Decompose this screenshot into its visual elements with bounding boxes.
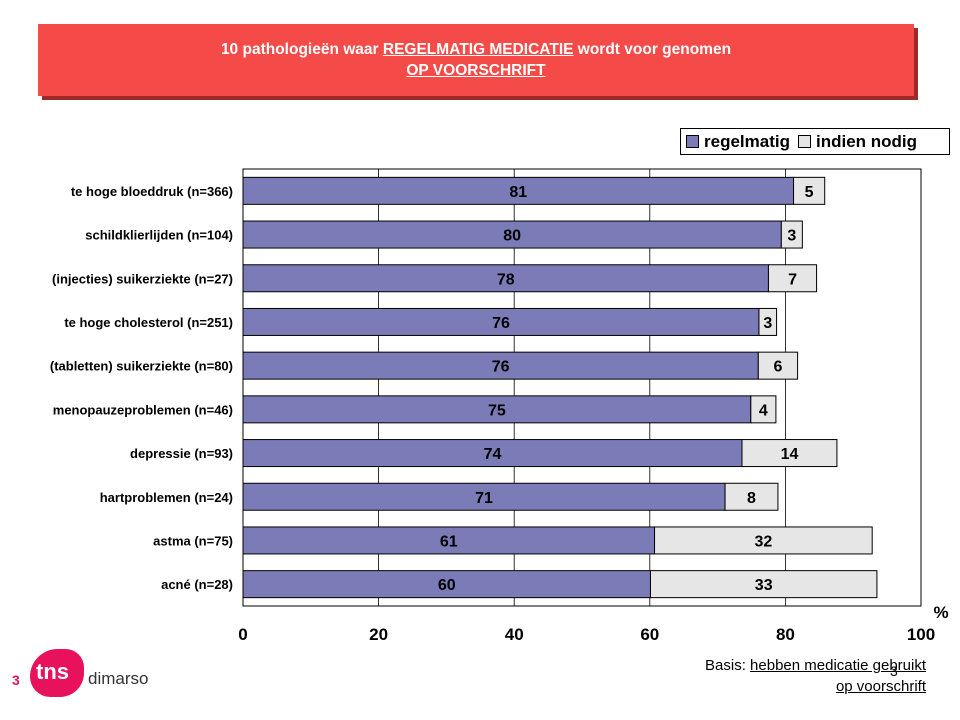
bar-indien-nodig-9 bbox=[649, 570, 878, 599]
tns-dimarso-logo: tns dimarso bbox=[26, 645, 156, 701]
x-tick-label-20: 20 bbox=[369, 625, 388, 644]
data-label-indien-nodig-8: 32 bbox=[754, 533, 772, 550]
bar-regelmatig-9 bbox=[242, 570, 651, 599]
title-text-1: 10 pathologieën waar bbox=[220, 41, 383, 58]
x-tick-label-80: 80 bbox=[776, 625, 795, 644]
title-banner: 10 pathologieën waar REGELMATIG MEDICATI… bbox=[38, 24, 914, 96]
basis-line-1: Basis: hebben medicatie gebruikt bbox=[705, 655, 926, 676]
bar-regelmatig-5 bbox=[242, 395, 752, 424]
legend-label-regelmatig: regelmatig bbox=[704, 131, 790, 151]
x-axis-unit: % bbox=[933, 603, 948, 622]
logo-tns-text: tns bbox=[36, 659, 69, 684]
bar-regelmatig-8 bbox=[242, 526, 656, 555]
category-label-6: depressie (n=93) bbox=[130, 446, 233, 461]
basis-text-1: hebben medicatie gebruikt bbox=[750, 657, 926, 674]
basis-note: Basis: hebben medicatie gebruikt op voor… bbox=[705, 655, 926, 697]
data-label-indien-nodig-2: 7 bbox=[788, 271, 797, 288]
data-label-regelmatig-3: 76 bbox=[492, 315, 510, 332]
legend-swatch-indien-nodig bbox=[797, 135, 811, 148]
legend-swatch-regelmatig bbox=[686, 135, 699, 148]
page-number: 3 bbox=[890, 663, 898, 679]
bar-indien-nodig-5 bbox=[750, 395, 777, 424]
data-label-indien-nodig-5: 4 bbox=[759, 402, 768, 419]
category-label-5: menopauzeproblemen (n=46) bbox=[53, 402, 233, 417]
data-label-regelmatig-2: 78 bbox=[497, 271, 515, 288]
category-label-4: (tabletten) suikerziekte (n=80) bbox=[50, 359, 233, 374]
bar-indien-nodig-0 bbox=[793, 176, 826, 205]
data-label-indien-nodig-0: 5 bbox=[805, 184, 814, 201]
data-label-indien-nodig-3: 3 bbox=[763, 315, 772, 332]
data-label-regelmatig-5: 75 bbox=[488, 402, 506, 419]
bar-indien-nodig-2 bbox=[767, 264, 818, 293]
chart-legend: regelmatig indien nodig bbox=[680, 128, 950, 155]
data-label-regelmatig-7: 71 bbox=[475, 490, 493, 507]
legend-label-indien-nodig: indien nodig bbox=[815, 131, 918, 151]
category-label-7: hartproblemen (n=24) bbox=[100, 490, 233, 505]
legend-item-regelmatig: regelmatig bbox=[686, 132, 790, 152]
logo-blob bbox=[30, 649, 84, 697]
x-tick-label-0: 0 bbox=[238, 625, 247, 644]
bar-indien-nodig-3 bbox=[758, 307, 778, 336]
title-emphasis: REGELMATIG MEDICATIE bbox=[382, 41, 574, 58]
category-label-1: schildklierlijden (n=104) bbox=[85, 228, 233, 243]
data-label-indien-nodig-6: 14 bbox=[781, 446, 799, 463]
data-label-regelmatig-1: 80 bbox=[503, 228, 521, 245]
bar-regelmatig-3 bbox=[242, 307, 760, 336]
bar-indien-nodig-1 bbox=[780, 220, 803, 249]
x-tick-label-40: 40 bbox=[505, 625, 524, 644]
bar-indien-nodig-8 bbox=[654, 526, 873, 555]
bar-regelmatig-7 bbox=[242, 482, 726, 511]
basis-prefix: Basis: bbox=[705, 657, 751, 674]
title-line-1: 10 pathologieën waar REGELMATIG MEDICATI… bbox=[38, 39, 914, 60]
category-label-2: (injecties) suikerziekte (n=27) bbox=[52, 271, 233, 286]
category-label-0: te hoge bloeddruk (n=366) bbox=[71, 184, 233, 199]
data-label-regelmatig-4: 76 bbox=[492, 359, 510, 376]
data-label-indien-nodig-1: 3 bbox=[787, 228, 796, 245]
data-label-indien-nodig-9: 33 bbox=[755, 577, 773, 594]
bar-regelmatig-0 bbox=[242, 176, 795, 205]
category-label-8: astma (n=75) bbox=[153, 533, 233, 548]
data-label-regelmatig-8: 61 bbox=[440, 533, 458, 550]
basis-text-2: op voorschrift bbox=[835, 678, 926, 695]
x-tick-label-60: 60 bbox=[640, 625, 659, 644]
x-tick-label-100: 100 bbox=[907, 625, 935, 644]
data-label-regelmatig-6: 74 bbox=[484, 446, 502, 463]
bar-regelmatig-1 bbox=[242, 220, 782, 249]
basis-line-2: op voorschrift bbox=[705, 676, 926, 697]
category-label-3: te hoge cholesterol (n=251) bbox=[64, 315, 233, 330]
category-label-9: acné (n=28) bbox=[161, 577, 233, 592]
logo-dimarso-text: dimarso bbox=[88, 669, 149, 688]
bar-regelmatig-2 bbox=[242, 264, 769, 293]
bar-indien-nodig-4 bbox=[757, 351, 799, 380]
title-text-2: wordt voor genomen bbox=[573, 41, 732, 58]
bar-indien-nodig-6 bbox=[741, 439, 838, 468]
data-label-indien-nodig-7: 8 bbox=[747, 490, 756, 507]
bar-indien-nodig-7 bbox=[724, 482, 779, 511]
title-line-2: OP VOORSCHRIFT bbox=[38, 60, 914, 81]
bar-regelmatig-4 bbox=[242, 351, 759, 380]
slide-number: 3 bbox=[12, 672, 20, 688]
data-label-regelmatig-0: 81 bbox=[509, 184, 527, 201]
legend-item-indien-nodig: indien nodig bbox=[797, 131, 918, 152]
bar-regelmatig-6 bbox=[242, 439, 743, 468]
title-emphasis-2: OP VOORSCHRIFT bbox=[406, 62, 546, 79]
data-label-indien-nodig-4: 6 bbox=[773, 359, 782, 376]
data-label-regelmatig-9: 60 bbox=[438, 577, 456, 594]
